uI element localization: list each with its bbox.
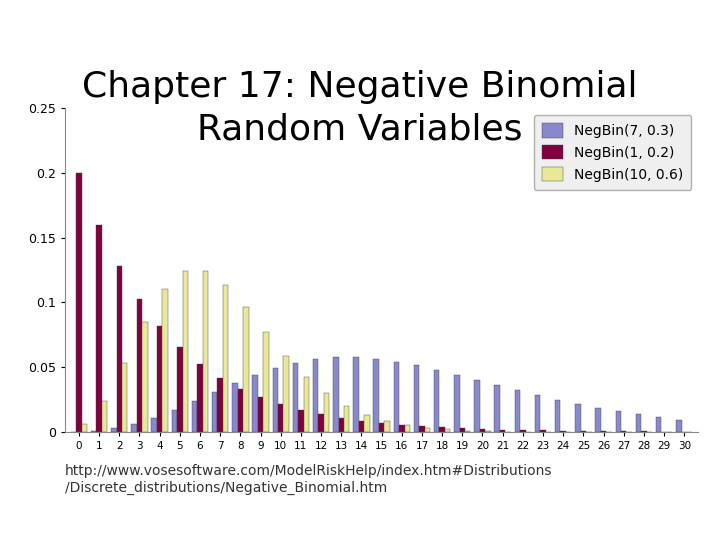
- Bar: [535, 395, 540, 432]
- Bar: [117, 266, 122, 432]
- Bar: [540, 430, 546, 432]
- Bar: [122, 363, 127, 432]
- Bar: [595, 408, 600, 432]
- Bar: [575, 404, 580, 432]
- Bar: [480, 429, 485, 432]
- Bar: [96, 225, 102, 432]
- Bar: [500, 430, 505, 432]
- Bar: [203, 271, 208, 432]
- Text: Chapter 17: Negative Binomial
Random Variables: Chapter 17: Negative Binomial Random Var…: [82, 70, 638, 146]
- Bar: [379, 423, 384, 432]
- Bar: [676, 420, 682, 432]
- Bar: [515, 390, 520, 432]
- Bar: [465, 430, 470, 432]
- Bar: [177, 347, 183, 432]
- Bar: [364, 415, 369, 432]
- Bar: [580, 431, 586, 432]
- Bar: [197, 364, 203, 432]
- Bar: [354, 357, 359, 432]
- Bar: [338, 418, 344, 432]
- Bar: [91, 430, 96, 432]
- Bar: [243, 307, 248, 432]
- Bar: [344, 406, 349, 432]
- Bar: [621, 431, 626, 432]
- Bar: [425, 428, 430, 432]
- Bar: [384, 421, 390, 432]
- Bar: [656, 417, 662, 432]
- Bar: [293, 363, 298, 432]
- Bar: [520, 430, 526, 432]
- Bar: [419, 426, 425, 432]
- Bar: [616, 411, 621, 432]
- Bar: [232, 383, 238, 432]
- Bar: [142, 322, 148, 432]
- Text: http://www.vosesoftware.com/ModelRiskHelp/index.htm#Distributions
/Discrete_dist: http://www.vosesoftware.com/ModelRiskHel…: [65, 464, 552, 495]
- Bar: [76, 173, 81, 432]
- Bar: [273, 368, 278, 432]
- Bar: [434, 370, 439, 432]
- Bar: [192, 401, 197, 432]
- Bar: [459, 428, 465, 432]
- Bar: [399, 424, 405, 432]
- Bar: [171, 410, 177, 432]
- Bar: [495, 385, 500, 432]
- Bar: [157, 326, 163, 432]
- Bar: [151, 418, 157, 432]
- Bar: [445, 429, 450, 432]
- Bar: [278, 404, 284, 432]
- Bar: [111, 428, 117, 432]
- Bar: [223, 285, 228, 432]
- Bar: [454, 375, 459, 432]
- Bar: [474, 380, 480, 432]
- Bar: [238, 388, 243, 432]
- Bar: [137, 299, 142, 432]
- Bar: [439, 427, 445, 432]
- Bar: [394, 362, 399, 432]
- Bar: [298, 410, 304, 432]
- Bar: [485, 431, 490, 432]
- Bar: [324, 393, 329, 432]
- Bar: [183, 271, 188, 432]
- Bar: [102, 401, 107, 432]
- Bar: [374, 359, 379, 432]
- Bar: [600, 431, 606, 432]
- Bar: [131, 424, 137, 432]
- Bar: [212, 392, 217, 432]
- Bar: [560, 431, 566, 432]
- Bar: [405, 425, 410, 432]
- Bar: [318, 414, 324, 432]
- Bar: [333, 357, 338, 432]
- Bar: [414, 366, 419, 432]
- Bar: [284, 356, 289, 432]
- Bar: [359, 421, 364, 432]
- Bar: [304, 377, 309, 432]
- Bar: [264, 332, 269, 432]
- Legend: NegBin(7, 0.3), NegBin(1, 0.2), NegBin(10, 0.6): NegBin(7, 0.3), NegBin(1, 0.2), NegBin(1…: [534, 115, 691, 190]
- Bar: [217, 377, 223, 432]
- Bar: [636, 415, 642, 432]
- Bar: [163, 288, 168, 432]
- Bar: [252, 375, 258, 432]
- Bar: [258, 397, 264, 432]
- Bar: [555, 400, 560, 432]
- Bar: [81, 424, 87, 432]
- Bar: [313, 359, 318, 432]
